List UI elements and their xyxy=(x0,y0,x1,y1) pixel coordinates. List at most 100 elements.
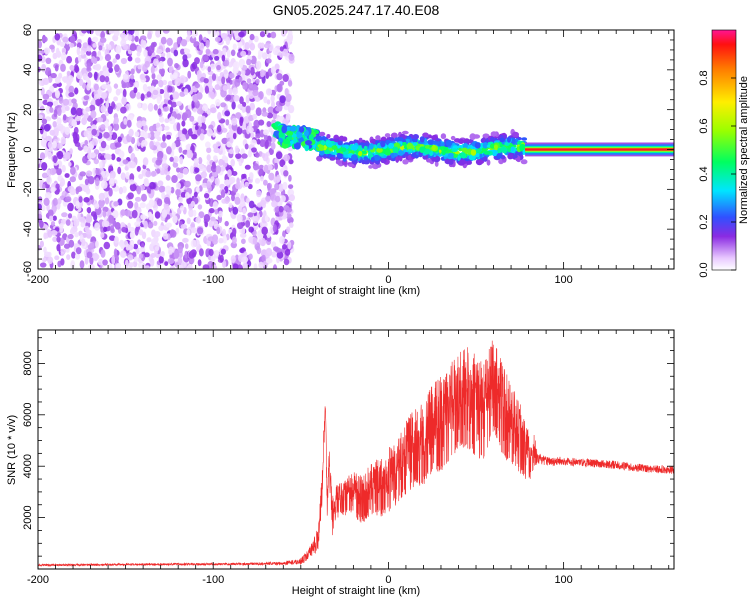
spectrogram-cell xyxy=(180,224,187,229)
spectrogram-cell xyxy=(224,196,230,204)
spectrogram-cell xyxy=(108,263,113,269)
spectrogram-cell xyxy=(123,44,129,50)
spectrogram-cell xyxy=(138,229,144,236)
spectrogram-cell xyxy=(55,89,60,96)
spectrogram-cell xyxy=(102,210,107,218)
spectrogram-cell xyxy=(115,53,121,60)
spectrogram-cell xyxy=(259,139,266,148)
spectrogram-cell xyxy=(242,101,247,108)
spectrogram-cell xyxy=(67,98,73,107)
spectrogram-cell xyxy=(86,83,91,91)
spectrogram-cell xyxy=(255,71,261,77)
spectrogram-cell xyxy=(148,125,155,132)
spectrogram-cell xyxy=(147,221,154,229)
spectrogram-cell xyxy=(77,54,82,63)
spectrogram-cell xyxy=(241,228,246,235)
spectrogram-cell xyxy=(100,104,106,113)
spectrogram-cell xyxy=(207,66,212,73)
spectrogram-cell xyxy=(121,96,127,105)
spectrogram-cell xyxy=(284,88,289,96)
spectrogram-cell xyxy=(66,78,72,86)
spectrogram-cell xyxy=(277,116,283,123)
spectrogram-cell xyxy=(214,209,219,215)
spectrogram-cell xyxy=(127,49,133,55)
spectrogram-cell xyxy=(412,134,419,140)
spectrogram-cell xyxy=(420,137,425,143)
spectrogram-cell xyxy=(286,207,293,213)
spectrogram-cell xyxy=(160,142,167,149)
spectrogram-cell xyxy=(278,205,284,213)
spectrogram-cell xyxy=(171,175,178,183)
spectrogram-cell xyxy=(258,261,264,269)
spectrogram-cell xyxy=(60,178,66,187)
spectrogram-cell xyxy=(210,107,217,114)
spectrogram-cell xyxy=(87,176,95,185)
spectrogram-cell xyxy=(448,158,454,165)
spectrogram-cell xyxy=(100,249,106,258)
spectrogram-cell xyxy=(38,159,41,165)
spectrogram-cell xyxy=(258,91,264,100)
spectrogram-cell xyxy=(50,72,57,79)
spectrogram-cell xyxy=(229,176,236,184)
spectrogram-cell xyxy=(220,102,227,108)
spectrogram-cell xyxy=(270,31,277,39)
spectrogram-cell xyxy=(70,166,76,175)
spectrogram-cell xyxy=(246,58,252,66)
spectrogram-cell xyxy=(136,92,141,100)
spectrogram-cell xyxy=(521,137,528,141)
spectrogram-cell xyxy=(47,256,54,265)
spectrogram-cell xyxy=(232,171,238,176)
spectrogram-cell xyxy=(85,215,93,224)
colorbar-tick-label: 0.2 xyxy=(698,214,710,229)
spectrogram-cell xyxy=(490,131,498,137)
spectrogram-cell xyxy=(216,64,222,71)
spectrogram-cell xyxy=(163,98,170,106)
spectrogram-cell xyxy=(66,254,71,260)
spectrogram-cell xyxy=(335,159,341,165)
spectrogram-cell xyxy=(96,117,104,123)
spectrogram-cell xyxy=(113,201,119,207)
spectrogram-cell xyxy=(194,125,199,131)
spectrogram-cell xyxy=(263,179,268,186)
spectrogram-cell xyxy=(101,46,106,52)
spectrogram-cell xyxy=(38,213,43,220)
spectrogram-cell xyxy=(232,66,239,74)
spectrogram-cell xyxy=(192,209,197,217)
spectrogram-cell xyxy=(264,30,269,36)
spectrogram-cell xyxy=(106,83,111,90)
spectrogram-cell xyxy=(109,235,116,242)
spectrogram-cell xyxy=(89,242,95,248)
spectrogram-cell xyxy=(184,192,190,199)
spectrogram-cell xyxy=(244,42,250,50)
spectrogram-cell xyxy=(101,92,108,99)
spectrogram-cell xyxy=(99,37,107,43)
spectrogram-cell xyxy=(165,222,172,228)
spectrogram-cell xyxy=(275,106,282,112)
spectrogram-cell xyxy=(123,74,129,80)
spectrogram-cell xyxy=(245,105,251,114)
spectrogram-cell xyxy=(64,173,70,178)
spectrogram-cell xyxy=(274,247,282,253)
spectrogram-cell xyxy=(146,91,152,98)
spectrogram-cell xyxy=(220,32,228,40)
spectrogram-cell xyxy=(144,252,150,258)
spectrogram-cell xyxy=(135,247,140,255)
spectrogram-cell xyxy=(40,138,45,147)
spectrogram-cell xyxy=(62,36,69,43)
spectrogram-cell xyxy=(208,248,214,256)
spectrogram-cell xyxy=(256,138,261,145)
spectrogram-cell xyxy=(80,221,86,228)
snr-frame xyxy=(37,329,675,570)
spectrogram-cell xyxy=(83,95,90,101)
spectrogram-cell xyxy=(133,87,138,94)
spectrogram-cell xyxy=(71,98,77,104)
spectrogram-cell xyxy=(56,117,62,126)
spectrogram-cell xyxy=(100,232,105,239)
spectrogram-cell xyxy=(249,172,254,180)
spectrogram-cell xyxy=(92,167,97,177)
spectrogram-cell xyxy=(227,169,232,178)
spectrogram-cell xyxy=(395,156,400,163)
spectrogram-cell xyxy=(83,130,88,138)
spectrogram-cell xyxy=(217,112,222,121)
spectrogram-cell xyxy=(50,221,56,226)
